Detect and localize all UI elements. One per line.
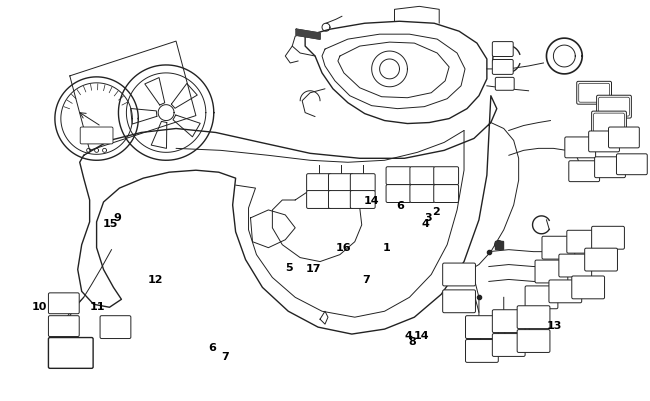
FancyBboxPatch shape [465,340,499,363]
FancyBboxPatch shape [565,137,595,158]
Text: 11: 11 [90,302,105,312]
Text: 4: 4 [421,219,429,229]
FancyBboxPatch shape [328,174,354,192]
FancyBboxPatch shape [572,276,604,299]
Text: 7: 7 [362,275,370,285]
Polygon shape [296,29,320,39]
FancyBboxPatch shape [100,316,131,338]
FancyBboxPatch shape [307,190,332,209]
FancyBboxPatch shape [49,293,79,314]
Text: 2: 2 [432,207,440,217]
FancyBboxPatch shape [569,161,599,182]
FancyBboxPatch shape [49,338,93,369]
Text: 14: 14 [413,331,429,341]
FancyBboxPatch shape [542,236,575,259]
FancyBboxPatch shape [495,77,514,90]
FancyBboxPatch shape [578,83,610,102]
FancyBboxPatch shape [595,157,625,178]
FancyBboxPatch shape [577,81,612,104]
Text: 6: 6 [208,343,216,353]
FancyBboxPatch shape [616,154,647,175]
Text: 17: 17 [306,264,321,274]
FancyBboxPatch shape [525,286,558,309]
FancyBboxPatch shape [434,184,458,203]
FancyBboxPatch shape [592,111,627,134]
FancyBboxPatch shape [386,184,411,203]
Text: 7: 7 [221,352,229,362]
FancyBboxPatch shape [567,230,599,253]
FancyBboxPatch shape [492,42,514,57]
FancyBboxPatch shape [517,306,550,328]
FancyBboxPatch shape [608,127,640,148]
Polygon shape [495,241,502,249]
Text: 8: 8 [408,337,416,347]
Text: 12: 12 [148,275,164,285]
FancyBboxPatch shape [307,174,332,192]
FancyBboxPatch shape [492,59,514,74]
FancyBboxPatch shape [465,316,499,338]
FancyBboxPatch shape [443,290,475,313]
FancyBboxPatch shape [592,226,625,249]
FancyBboxPatch shape [49,316,79,336]
FancyBboxPatch shape [410,184,435,203]
FancyBboxPatch shape [517,330,550,352]
Text: 10: 10 [32,302,47,312]
FancyBboxPatch shape [350,174,375,192]
FancyBboxPatch shape [386,167,411,184]
FancyBboxPatch shape [597,95,631,118]
Text: 16: 16 [335,243,351,253]
Text: 6: 6 [396,201,404,211]
Text: 5: 5 [286,263,293,273]
FancyBboxPatch shape [593,113,625,132]
FancyBboxPatch shape [535,260,568,283]
FancyBboxPatch shape [599,97,629,116]
FancyBboxPatch shape [434,167,458,184]
FancyBboxPatch shape [492,310,525,332]
FancyBboxPatch shape [350,190,375,209]
Text: 15: 15 [103,219,118,229]
Text: 14: 14 [363,196,380,205]
FancyBboxPatch shape [80,127,113,144]
FancyBboxPatch shape [549,280,582,303]
FancyBboxPatch shape [585,248,618,271]
Text: 3: 3 [424,213,432,223]
FancyBboxPatch shape [559,254,592,277]
FancyBboxPatch shape [589,131,619,152]
FancyBboxPatch shape [443,263,475,286]
FancyBboxPatch shape [410,167,435,184]
FancyBboxPatch shape [328,190,354,209]
Text: 13: 13 [547,321,562,331]
FancyBboxPatch shape [492,334,525,356]
Text: 1: 1 [382,243,390,253]
Text: 9: 9 [113,213,121,223]
Text: 4: 4 [405,331,413,341]
